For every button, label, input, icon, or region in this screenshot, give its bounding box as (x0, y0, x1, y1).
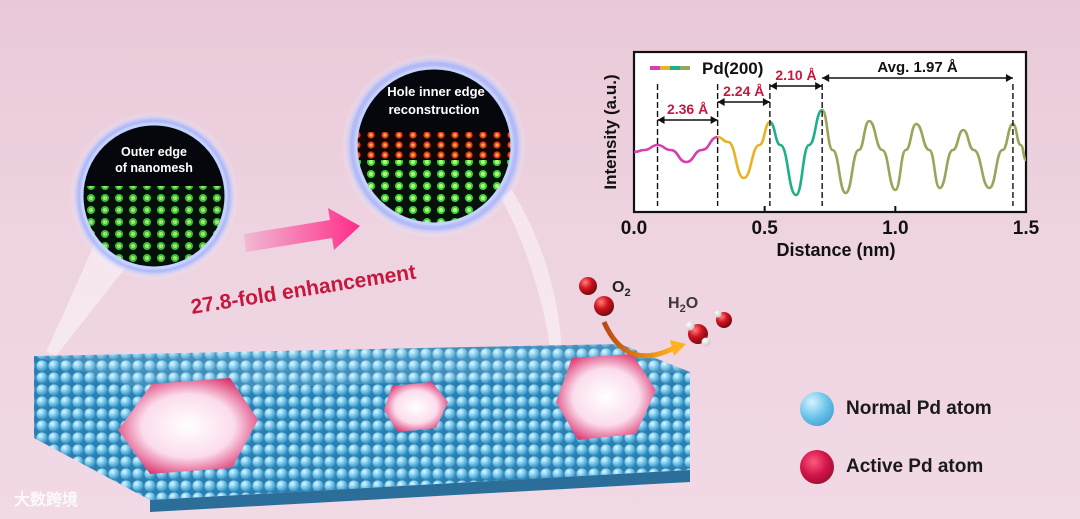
series-line (769, 108, 823, 197)
o2-molecule (579, 277, 614, 316)
series-line (820, 108, 1027, 195)
annotation-arrowhead-right (762, 98, 770, 106)
annotation-label: 2.24 Å (723, 83, 764, 99)
outer-edge-label-1: Outer edge (121, 145, 187, 159)
annotation-arrowhead-left (822, 74, 830, 82)
watermark: 大数跨境 (14, 492, 79, 509)
legend-normal-label: Normal Pd atom (846, 398, 992, 419)
x-tick-label: 1.5 (1013, 218, 1040, 239)
hole-middle (384, 382, 448, 432)
annotation-arrowhead-left (769, 82, 777, 90)
nanomesh-slab (34, 344, 690, 512)
annotation-arrowhead-right (1005, 74, 1013, 82)
bubble-left-cone (46, 240, 130, 356)
x-tick-label: 0.5 (751, 218, 778, 239)
enhancement-arrow (244, 208, 360, 252)
bubble-outer-edge (70, 112, 238, 280)
x-tick-label: 0.0 (621, 218, 647, 239)
annotation-arrowhead-right (815, 82, 823, 90)
x-axis-label: Distance (nm) (776, 240, 895, 260)
cycle-arrow (601, 320, 676, 359)
hole-inner-label-1: Hole inner edge (387, 84, 485, 99)
series-line (633, 135, 718, 164)
bubble-hole-inner-edge (342, 54, 526, 238)
normal-atom-icon (800, 392, 834, 426)
hole-right (556, 354, 656, 440)
annotation-label: 2.36 Å (667, 101, 708, 117)
bubble-right-cone (500, 190, 562, 360)
annotation-arrowhead-left (657, 116, 665, 124)
h2o-label: H2O (668, 295, 698, 315)
annotation-arrowhead-left (717, 98, 725, 106)
enhancement-label: 27.8-fold enhancement (189, 261, 417, 319)
hole-inner-label-2: reconstruction (388, 102, 479, 117)
outer-edge-label-2: of nanomesh (115, 161, 193, 175)
h2o-molecule (685, 310, 732, 347)
x-tick-label: 1.0 (882, 218, 908, 239)
o2-label: O2 (612, 279, 631, 299)
legend-active-label: Active Pd atom (846, 456, 984, 477)
legend-active: Active Pd atom (800, 450, 983, 484)
annotation-label: 2.10 Å (775, 67, 816, 83)
hole-left (118, 378, 258, 474)
y-axis-label: Intensity (a.u.) (601, 74, 620, 189)
legend-label: Pd(200) (702, 59, 763, 78)
annotation-label: Avg. 1.97 Å (877, 59, 957, 76)
legend-normal: Normal Pd atom (800, 392, 992, 426)
annotation-arrowhead-right (710, 116, 718, 124)
series-line (717, 120, 771, 180)
intensity-chart: 0.0 0.5 1.0 1.5 Distance (nm) Intensity (a.u.… (601, 50, 1040, 260)
active-atom-icon (800, 450, 834, 484)
